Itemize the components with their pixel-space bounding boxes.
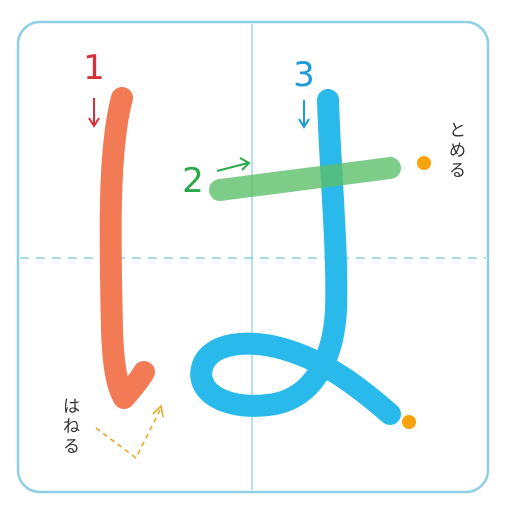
- arrow-down-icon: [88, 98, 100, 128]
- arrow-up-right-icon: [216, 157, 251, 172]
- stroke-3: [190, 89, 401, 425]
- stroke-3-number: 3: [293, 55, 315, 95]
- dot-icon: [402, 415, 416, 429]
- dot-icon: [417, 156, 431, 170]
- stroke-1: [99, 87, 155, 409]
- stroke-2-number: 2: [182, 161, 204, 201]
- hane-label: は ね る: [63, 397, 85, 457]
- tome-label: と め る: [449, 121, 471, 181]
- stroke-1-number: 1: [83, 48, 105, 88]
- stroke-2: [209, 157, 401, 201]
- practice-frame: [16, 20, 490, 494]
- arrow-down-icon: [298, 100, 310, 129]
- hane-guide-icon: [95, 404, 164, 460]
